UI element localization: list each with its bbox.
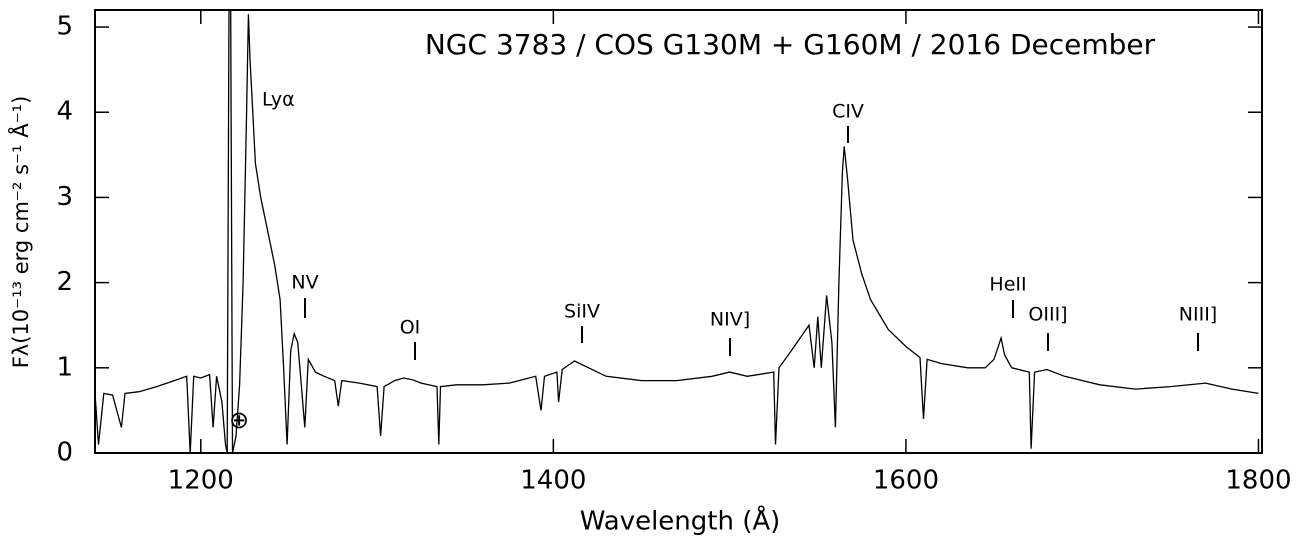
x-tick-label: 1600 — [873, 466, 939, 496]
y-tick-label: 2 — [56, 267, 73, 297]
y-tick-label: 0 — [56, 438, 73, 468]
plot-frame — [94, 9, 1263, 454]
line-label: NV — [291, 272, 318, 294]
line-label: CIV — [832, 101, 864, 123]
y-tick-label: 5 — [56, 12, 73, 42]
line-label: SiIV — [564, 301, 600, 323]
line-label: NIV] — [710, 309, 750, 331]
line-label: ⊕ — [229, 406, 249, 434]
line-label: Lyα — [262, 89, 295, 111]
y-axis-label: Fλ(10⁻¹³ erg cm⁻² s⁻¹ Å⁻¹) — [7, 96, 33, 369]
y-tick-label: 3 — [56, 182, 73, 212]
line-label: OI — [400, 317, 421, 339]
x-tick-label: 1400 — [520, 466, 586, 496]
chart-title: NGC 3783 / COS G130M + G160M / 2016 Dece… — [425, 28, 1156, 61]
line-label: OIII] — [1028, 304, 1067, 326]
line-label: NIII] — [1179, 304, 1217, 326]
line-label: HeII — [989, 274, 1026, 296]
y-tick-label: 1 — [56, 352, 73, 382]
x-axis-label: Wavelength (Å) — [580, 505, 781, 537]
spectrum-line — [95, 10, 1259, 453]
x-tick-label: 1200 — [168, 466, 234, 496]
x-tick-label: 1800 — [1225, 466, 1291, 496]
y-tick-label: 4 — [56, 97, 73, 127]
